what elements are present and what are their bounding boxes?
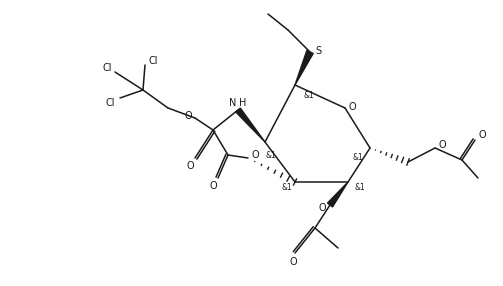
Text: O: O bbox=[348, 102, 356, 112]
Text: S: S bbox=[315, 46, 321, 56]
Text: Cl: Cl bbox=[102, 63, 112, 73]
Text: N: N bbox=[229, 98, 237, 108]
Polygon shape bbox=[295, 51, 313, 85]
Text: &1: &1 bbox=[282, 184, 292, 192]
Text: O: O bbox=[478, 130, 486, 140]
Text: Cl: Cl bbox=[148, 56, 158, 66]
Text: O: O bbox=[318, 203, 326, 213]
Polygon shape bbox=[236, 108, 265, 142]
Text: O: O bbox=[186, 161, 194, 171]
Polygon shape bbox=[327, 182, 348, 207]
Text: O: O bbox=[289, 257, 297, 267]
Text: O: O bbox=[184, 111, 192, 121]
Text: O: O bbox=[251, 150, 259, 160]
Text: &1: &1 bbox=[355, 182, 365, 192]
Text: &1: &1 bbox=[304, 90, 314, 100]
Text: O: O bbox=[438, 140, 446, 150]
Text: Cl: Cl bbox=[105, 98, 115, 108]
Text: H: H bbox=[239, 98, 246, 108]
Text: &1: &1 bbox=[353, 154, 363, 162]
Text: &1: &1 bbox=[266, 152, 276, 160]
Text: O: O bbox=[209, 181, 217, 191]
